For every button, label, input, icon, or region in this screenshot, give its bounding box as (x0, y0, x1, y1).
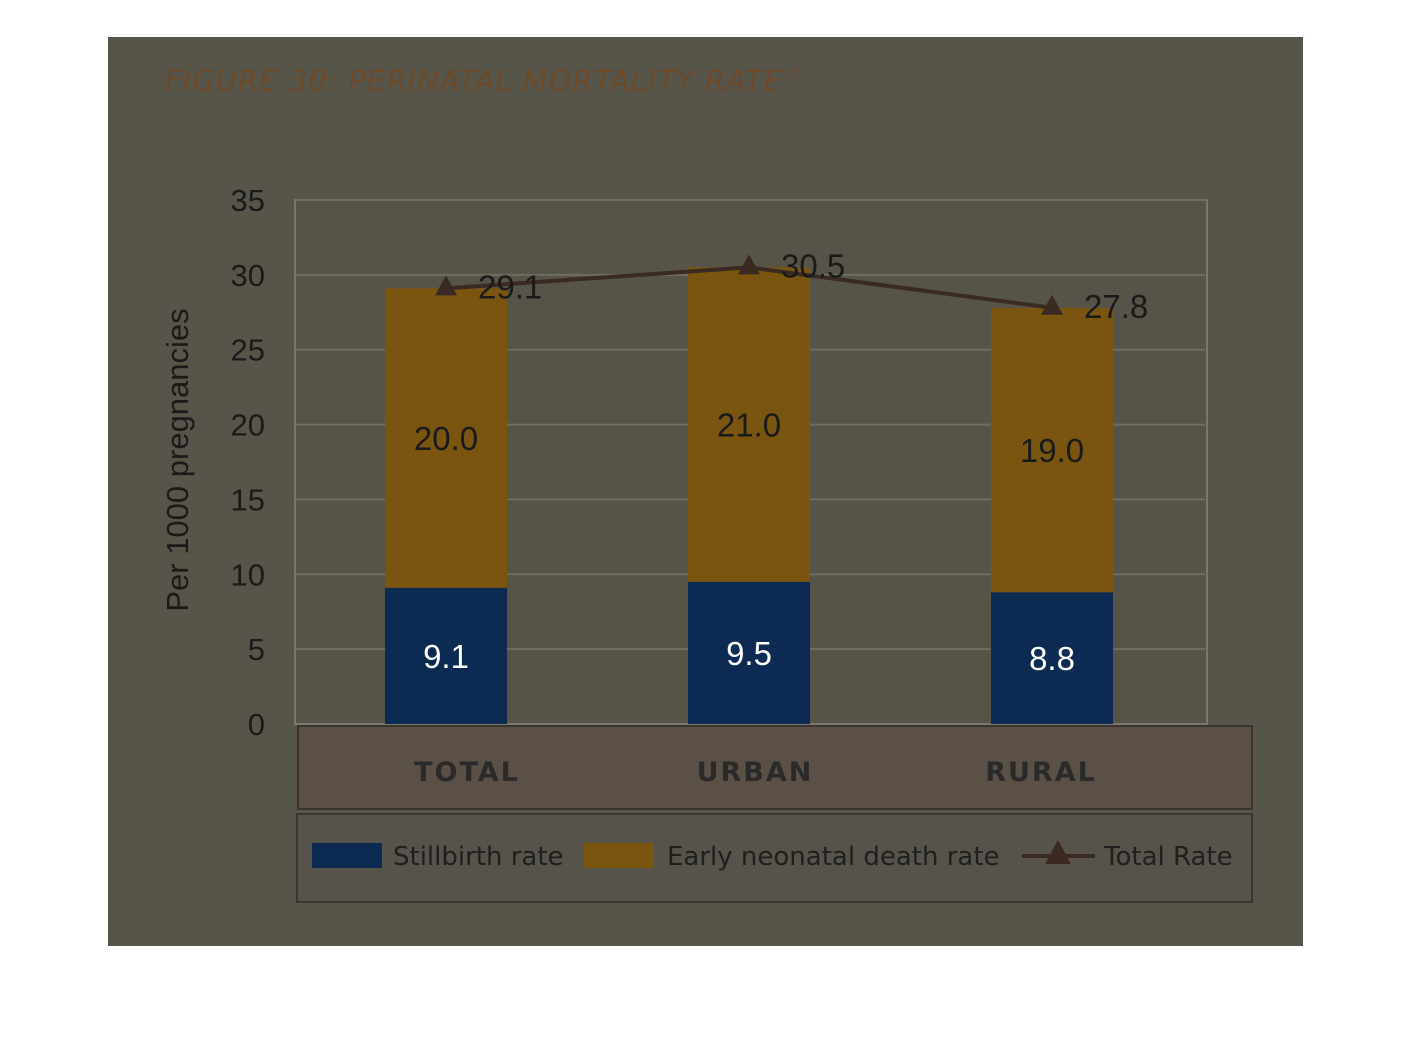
total-value-urban: 30.5 (781, 247, 845, 284)
y-tick-label-10: 10 (231, 557, 265, 592)
stillbirth-bar-total (385, 587, 507, 724)
legend-box (296, 813, 1253, 903)
total-rate-marker-rural (1041, 294, 1063, 315)
total-rate-marker-total (435, 275, 457, 296)
total-value-rural: 27.8 (1084, 288, 1148, 325)
category-label-rural: RURAL (985, 757, 1097, 788)
total-value-total: 29.1 (478, 268, 542, 305)
category-label-urban: URBAN (697, 757, 814, 788)
category-band (297, 725, 1253, 810)
y-tick-label-0: 0 (248, 707, 265, 742)
neonatal-bar-rural (991, 307, 1113, 593)
stillbirth-bar-urban (688, 581, 810, 724)
legend-label-stillbirth: Stillbirth rate (393, 842, 564, 872)
neonatal-value-urban: 21.0 (717, 407, 781, 444)
figure-title-text: FIGURE 30: PERINATAL MORTALITY RATE (165, 64, 783, 98)
stillbirth-value-urban: 9.5 (726, 635, 772, 672)
bars (385, 267, 1113, 724)
y-tick-label-25: 25 (231, 333, 265, 368)
legend-label-neonatal: Early neonatal death rate (667, 842, 1000, 872)
y-tick-label-5: 5 (248, 632, 265, 667)
legend-swatch-neonatal (584, 843, 654, 868)
legend: Stillbirth rate Early neonatal death rate… (312, 840, 1233, 872)
total-rate-marker-urban (738, 254, 760, 275)
stillbirth-value-total: 9.1 (423, 638, 469, 675)
neonatal-value-total: 20.0 (414, 420, 478, 457)
legend-marker-total (1045, 840, 1071, 864)
title-footnote: 7 (788, 66, 800, 85)
total-rate-line (435, 254, 1063, 315)
legend-swatch-stillbirth (312, 843, 382, 868)
stillbirth-bar-rural (991, 592, 1113, 724)
y-axis-ticks: 0 5 10 15 20 25 30 35 (231, 183, 265, 742)
y-tick-label-15: 15 (231, 482, 265, 517)
data-labels: 9.1 20.0 29.1 9.5 21.0 30.5 8.8 19.0 27.8 (414, 247, 1148, 677)
y-tick-label-30: 30 (231, 258, 265, 293)
neonatal-bar-urban (688, 267, 810, 582)
y-tick-label-35: 35 (231, 183, 265, 218)
figure-title: FIGURE 30: PERINATAL MORTALITY RATE 7 (165, 64, 799, 98)
category-label-total: TOTAL (414, 757, 520, 788)
y-tick-label-20: 20 (231, 408, 265, 443)
category-labels: TOTAL URBAN RURAL (414, 757, 1097, 788)
legend-label-total: Total Rate (1103, 842, 1233, 872)
neonatal-value-rural: 19.0 (1020, 432, 1084, 469)
stillbirth-value-rural: 8.8 (1029, 640, 1075, 677)
neonatal-bar-total (385, 288, 507, 588)
